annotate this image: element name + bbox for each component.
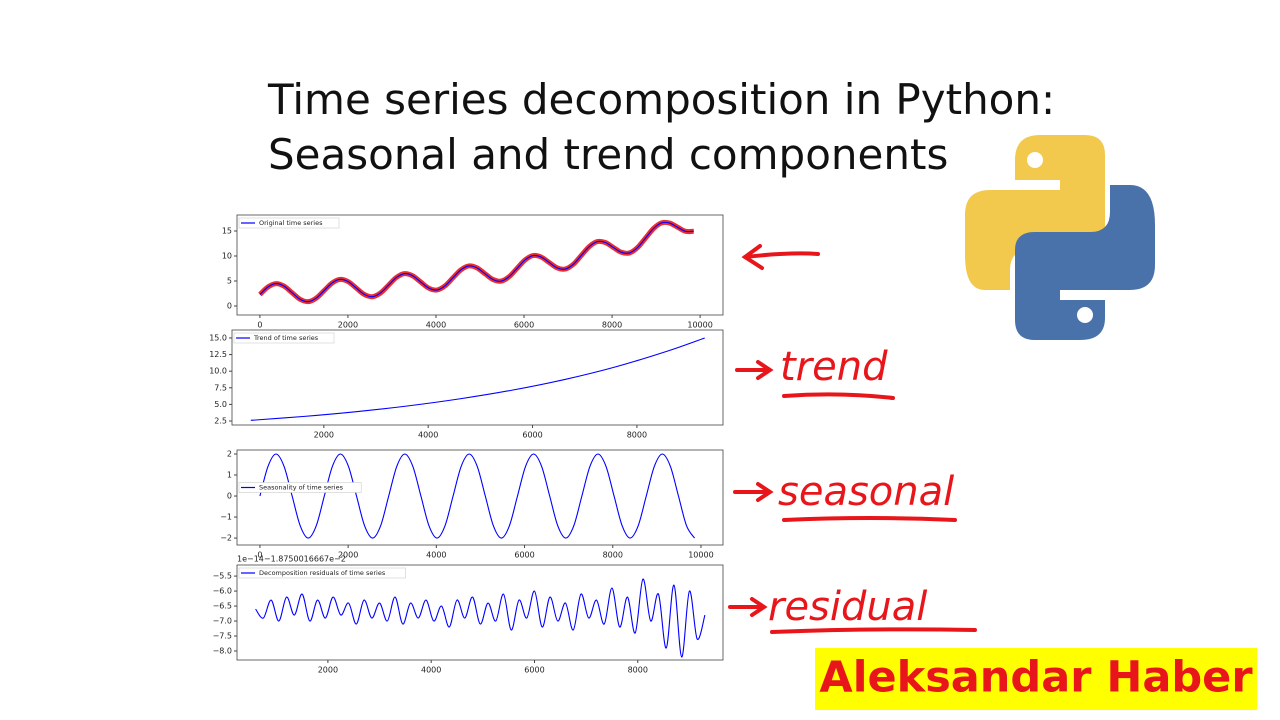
legend-box bbox=[238, 482, 362, 493]
y-tick-label: −7.5 bbox=[213, 632, 232, 641]
x-tick-label: 6000 bbox=[514, 551, 534, 560]
legend-label: Decomposition residuals of time series bbox=[259, 569, 386, 577]
logo-eye bbox=[1077, 307, 1093, 323]
x-tick-label: 4000 bbox=[421, 666, 441, 675]
x-tick-label: 6000 bbox=[514, 321, 534, 330]
logo-blue bbox=[1015, 185, 1155, 340]
x-tick-label: 8000 bbox=[628, 666, 648, 675]
series-line bbox=[255, 578, 706, 658]
y-tick-label: 2 bbox=[227, 449, 232, 458]
y-tick-label: −6.0 bbox=[213, 587, 232, 596]
y-tick-label: 0 bbox=[227, 492, 232, 501]
plot-frame bbox=[236, 564, 724, 661]
logo-eye bbox=[1027, 152, 1043, 168]
x-tick-label: 10000 bbox=[688, 551, 713, 560]
plot-frame bbox=[236, 449, 724, 546]
legend-box bbox=[238, 217, 340, 229]
author-box bbox=[815, 648, 1257, 710]
y-tick-label: 0 bbox=[227, 302, 232, 311]
x-tick-label: 2000 bbox=[338, 321, 358, 330]
legend-label: Original time series bbox=[259, 219, 323, 227]
underline bbox=[782, 516, 957, 522]
x-tick-label: 8000 bbox=[627, 431, 647, 440]
x-tick-label: 4000 bbox=[426, 321, 446, 330]
y-tick-label: 5.0 bbox=[214, 400, 227, 409]
y-tick-label: 5 bbox=[227, 277, 232, 286]
y-tick-label: 7.5 bbox=[214, 383, 227, 392]
arrow bbox=[741, 244, 820, 270]
y-tick-label: 2.5 bbox=[214, 417, 227, 426]
x-tick-label: 2000 bbox=[314, 431, 334, 440]
x-tick-label: 8000 bbox=[602, 321, 622, 330]
arrow bbox=[728, 597, 768, 617]
series-line bbox=[259, 221, 694, 303]
y-tick-label: 10.0 bbox=[209, 367, 227, 376]
y-tick-label: 15 bbox=[222, 227, 232, 236]
plot-frame bbox=[231, 329, 724, 426]
series-line bbox=[259, 453, 696, 539]
x-tick-label: 6000 bbox=[522, 431, 542, 440]
x-tick-label: 4000 bbox=[426, 551, 446, 560]
y-tick-label: −7.0 bbox=[213, 617, 232, 626]
x-tick-label: 0 bbox=[257, 321, 262, 330]
title-line-1: Time series decomposition in Python: bbox=[267, 75, 1055, 124]
arrow bbox=[735, 360, 774, 380]
y-tick-label: −5.5 bbox=[213, 572, 232, 581]
title-line-2: Seasonal and trend components bbox=[268, 130, 948, 179]
offset-label: 1e−14−1.8750016667e−2 bbox=[237, 555, 346, 564]
y-tick-label: −1 bbox=[220, 513, 232, 522]
underline bbox=[782, 392, 895, 400]
x-tick-label: 4000 bbox=[418, 431, 438, 440]
x-tick-label: 8000 bbox=[603, 551, 623, 560]
x-tick-label: 10000 bbox=[687, 321, 712, 330]
annotation: seasonal bbox=[778, 469, 954, 515]
y-tick-label: −6.5 bbox=[213, 602, 232, 611]
legend-label: Seasonality of time series bbox=[259, 484, 344, 492]
y-tick-label: 12.5 bbox=[209, 350, 227, 359]
legend-label: Trend of time series bbox=[253, 334, 319, 342]
legend-box bbox=[233, 332, 335, 344]
underline bbox=[770, 627, 977, 634]
logo-yellow bbox=[965, 135, 1105, 290]
author: Aleksandar Haber bbox=[819, 653, 1253, 703]
x-tick-label: 0 bbox=[257, 551, 262, 560]
y-tick-label: 1 bbox=[227, 471, 232, 480]
y-tick-label: 15.0 bbox=[209, 333, 227, 342]
x-tick-label: 2000 bbox=[318, 666, 338, 675]
series-line bbox=[250, 337, 705, 421]
legend-box bbox=[238, 567, 406, 579]
y-tick-label: 10 bbox=[222, 252, 232, 261]
x-tick-label: 6000 bbox=[524, 666, 544, 675]
python-logo bbox=[965, 135, 1155, 340]
y-tick-label: −2 bbox=[220, 534, 232, 543]
x-tick-label: 2000 bbox=[338, 551, 358, 560]
annotation: trend bbox=[780, 344, 888, 390]
y-tick-label: −8.0 bbox=[213, 647, 232, 656]
annotations bbox=[728, 244, 977, 634]
arrow bbox=[733, 482, 774, 502]
annotation: residual bbox=[768, 584, 927, 630]
